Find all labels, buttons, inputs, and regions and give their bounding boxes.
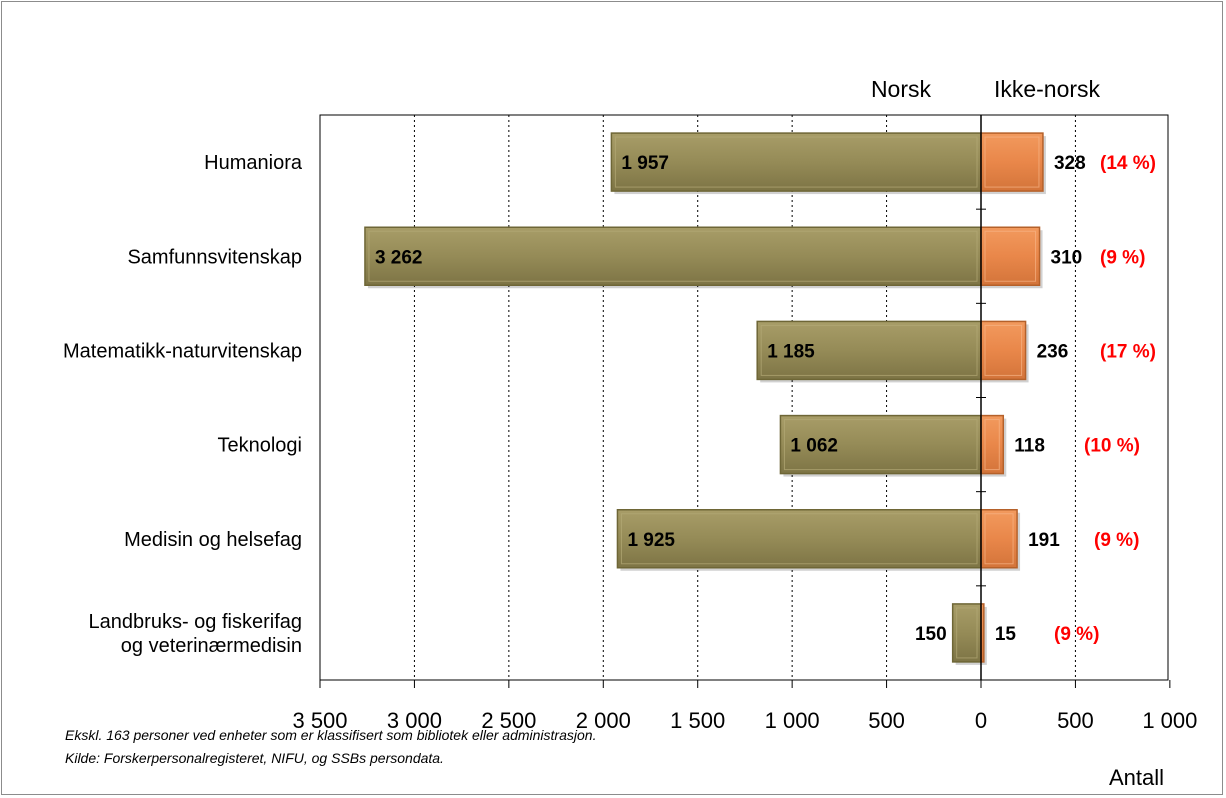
bar-ikke-norsk bbox=[980, 509, 1018, 569]
percent-label: (9 %) bbox=[1100, 247, 1145, 268]
bar-norsk-bevel bbox=[620, 513, 978, 565]
value-label-norsk: 1 185 bbox=[767, 341, 815, 362]
x-tick-label: 500 bbox=[868, 708, 905, 733]
x-tick-label: 1 500 bbox=[670, 708, 725, 733]
footnote-source: Kilde: Forskerpersonalregisteret, NIFU, … bbox=[65, 750, 444, 766]
x-tick-label: 2 500 bbox=[481, 708, 536, 733]
bar-norsk bbox=[779, 414, 982, 475]
bar-ikke-norsk-bevel bbox=[984, 324, 1023, 376]
bar-ikke-norsk bbox=[980, 132, 1044, 192]
bar-norsk-bevel bbox=[614, 136, 978, 188]
percent-label: (9 %) bbox=[1094, 530, 1139, 551]
value-label-norsk: 150 bbox=[915, 624, 947, 645]
axes: 3 500 3 000 2 500 2 000 1 500 1 000 500 0 500 1 0… bbox=[292, 115, 1197, 733]
bar-ikke-norsk-bevel bbox=[984, 419, 1000, 471]
value-label-ikke-norsk: 236 bbox=[1037, 341, 1069, 362]
bar-ikke-norsk-bevel bbox=[984, 136, 1040, 188]
bar-norsk bbox=[951, 603, 982, 663]
value-label-ikke-norsk: 328 bbox=[1054, 153, 1086, 174]
labels: Humaniora 1 957 328 (14 %) Samfunnsvitenskap… bbox=[63, 152, 1156, 657]
bar-ikke-norsk bbox=[980, 320, 1027, 381]
plot-area bbox=[319, 114, 1169, 681]
bar-norsk-bevel bbox=[368, 230, 978, 282]
value-label-norsk: 1 062 bbox=[790, 436, 838, 457]
percent-label: (9 %) bbox=[1054, 624, 1099, 645]
bar-norsk-bevel bbox=[783, 419, 978, 471]
value-label-norsk: 1 925 bbox=[627, 530, 675, 551]
category-label: og veterinærmedisin bbox=[121, 635, 302, 657]
bars bbox=[364, 132, 1046, 665]
category-label: Medisin og helsefag bbox=[124, 529, 302, 551]
bar-ikke-norsk bbox=[980, 414, 1005, 475]
category-label: Humaniora bbox=[204, 152, 303, 174]
category-label: Matematikk-naturvitenskap bbox=[63, 340, 302, 362]
category-label: Landbruks- og fiskerifag bbox=[89, 611, 302, 633]
percent-label: (17 %) bbox=[1100, 341, 1156, 362]
bar-ikke-norsk bbox=[980, 226, 1041, 286]
bar-ikke-norsk-bevel bbox=[984, 513, 1014, 565]
value-label-norsk: 3 262 bbox=[375, 247, 423, 268]
footnote-exclusion: Ekskl. 163 personer ved enheter som er k… bbox=[65, 727, 596, 743]
series-header-ikke-norsk: Ikke-norsk bbox=[994, 76, 1101, 102]
value-label-ikke-norsk: 191 bbox=[1028, 530, 1060, 551]
bar-shadow bbox=[984, 606, 987, 665]
bar-norsk-bevel bbox=[956, 607, 978, 659]
x-tick-label: 3 000 bbox=[387, 708, 442, 733]
value-label-ikke-norsk: 118 bbox=[1014, 436, 1045, 457]
percent-label: (10 %) bbox=[1084, 436, 1140, 457]
x-tick-label: 2 000 bbox=[576, 708, 631, 733]
x-tick-label: 500 bbox=[1057, 708, 1094, 733]
x-tick-label: 1 000 bbox=[1142, 708, 1197, 733]
value-label-ikke-norsk: 15 bbox=[995, 624, 1017, 645]
bar-norsk-bevel bbox=[760, 324, 978, 376]
series-header-norsk: Norsk bbox=[871, 76, 932, 102]
value-label-ikke-norsk: 310 bbox=[1051, 247, 1083, 268]
x-tick-label: 3 500 bbox=[292, 708, 347, 733]
bar-norsk bbox=[364, 226, 982, 286]
gridlines bbox=[319, 114, 1169, 681]
category-label: Teknologi bbox=[217, 435, 302, 457]
value-label-norsk: 1 957 bbox=[621, 153, 669, 174]
bar-norsk bbox=[616, 509, 982, 569]
bar-ikke-norsk-bevel bbox=[984, 230, 1037, 282]
bar-norsk bbox=[610, 132, 982, 192]
percent-label: (14 %) bbox=[1100, 153, 1156, 174]
x-tick-label: 1 000 bbox=[765, 708, 820, 733]
x-axis-unit-label: Antall bbox=[1109, 765, 1164, 790]
category-label: Samfunnsvitenskap bbox=[127, 246, 302, 268]
x-tick-label: 0 bbox=[975, 708, 987, 733]
